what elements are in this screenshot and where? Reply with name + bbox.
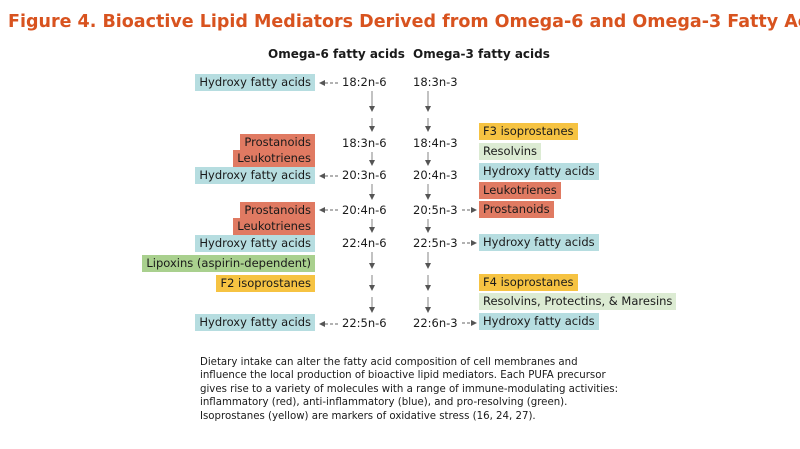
omega6-mediator-tag: Leukotrienes bbox=[233, 218, 315, 235]
omega6-acid: 18:2n-6 bbox=[342, 75, 387, 89]
omega6-acid: 22:4n-6 bbox=[342, 236, 387, 250]
omega3-acid: 20:4n-3 bbox=[413, 168, 458, 182]
omega6-mediator-tag: Prostanoids bbox=[240, 202, 315, 219]
omega6-acid: 22:5n-6 bbox=[342, 316, 387, 330]
omega3-mediator-tag: Hydroxy fatty acids bbox=[479, 234, 599, 251]
omega6-acid: 20:3n-6 bbox=[342, 168, 387, 182]
omega3-mediator-tag: Prostanoids bbox=[479, 201, 554, 218]
omega6-mediator-tag: Leukotrienes bbox=[233, 150, 315, 167]
omega3-acid: 18:3n-3 bbox=[413, 75, 458, 89]
omega3-mediator-tag: F4 isoprostanes bbox=[479, 274, 578, 291]
omega3-acid: 20:5n-3 bbox=[413, 203, 458, 217]
figure-title: Figure 4. Bioactive Lipid Mediators Deri… bbox=[8, 12, 800, 32]
omega3-mediator-tag: Leukotrienes bbox=[479, 182, 561, 199]
omega6-mediator-tag: Hydroxy fatty acids bbox=[195, 74, 315, 91]
omega3-acid: 22:5n-3 bbox=[413, 236, 458, 250]
omega3-mediator-tag: Resolvins, Protectins, & Maresins bbox=[479, 293, 677, 310]
omega3-acid: 18:4n-3 bbox=[413, 136, 458, 150]
omega6-mediator-tag: Lipoxins (aspirin-dependent) bbox=[142, 255, 315, 272]
omega3-column-header: Omega-3 fatty acids bbox=[413, 47, 550, 61]
omega3-mediator-tag: F3 isoprostanes bbox=[479, 123, 578, 140]
omega6-mediator-tag: Hydroxy fatty acids bbox=[195, 235, 315, 252]
omega6-mediator-tag: Hydroxy fatty acids bbox=[195, 167, 315, 184]
omega6-acid: 18:3n-6 bbox=[342, 136, 387, 150]
omega6-column-header: Omega-6 fatty acids bbox=[268, 47, 405, 61]
omega3-acid: 22:6n-3 bbox=[413, 316, 458, 330]
omega3-mediator-tag: Hydroxy fatty acids bbox=[479, 163, 599, 180]
omega6-mediator-tag: Hydroxy fatty acids bbox=[195, 314, 315, 331]
omega6-acid: 20:4n-6 bbox=[342, 203, 387, 217]
omega6-mediator-tag: Prostanoids bbox=[240, 134, 315, 151]
figure-caption: Dietary intake can alter the fatty acid … bbox=[200, 357, 619, 422]
omega6-mediator-tag: F2 isoprostanes bbox=[216, 275, 315, 292]
omega3-mediator-tag: Hydroxy fatty acids bbox=[479, 313, 599, 330]
omega3-mediator-tag: Resolvins bbox=[479, 143, 542, 160]
